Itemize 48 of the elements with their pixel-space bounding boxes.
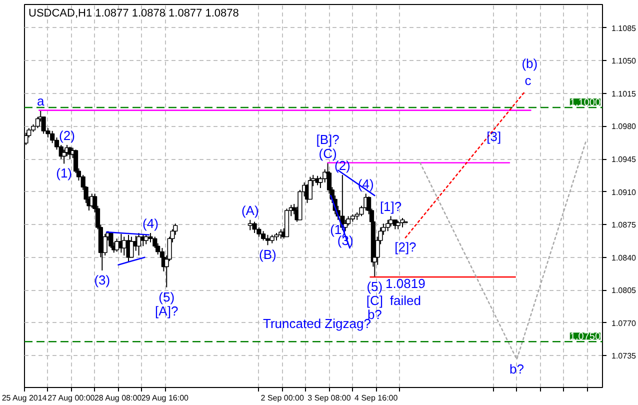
x-tick-label: 27 Aug 00:00 <box>48 394 96 402</box>
annotation: (C) <box>318 146 337 161</box>
annotation: (5) <box>366 279 383 294</box>
x-tick-label: 3 Sep 08:00 <box>308 394 352 402</box>
annotation: c <box>524 72 532 88</box>
annotation: (2) <box>59 128 75 143</box>
y-tick-label: 1.0770 <box>612 318 637 328</box>
y-tick-label: 1.0875 <box>612 220 637 230</box>
y-tick-label: 1.0910 <box>612 188 637 197</box>
y-tick-label: 1.1015 <box>612 89 637 98</box>
candlestick <box>252 221 257 234</box>
y-tick-label: 1.1085 <box>612 24 637 33</box>
y-tick-label: 1.0980 <box>612 122 637 132</box>
annotation: [1]? <box>380 199 402 214</box>
annotation: 1.0819 <box>386 276 426 291</box>
annotation: [C] <box>366 293 383 308</box>
y-tick-label: 1.0805 <box>612 286 637 296</box>
annotation: failed <box>390 293 421 308</box>
y-tick-label: 1.0840 <box>612 253 637 262</box>
candlestick <box>265 234 270 246</box>
annotation: [A]? <box>155 303 178 318</box>
annotation: [3] <box>486 128 502 144</box>
x-tick-label: 4 Sep 16:00 <box>354 394 398 402</box>
candlestick <box>129 236 134 258</box>
annotation: (A) <box>241 202 259 218</box>
annotation: (4) <box>142 216 158 231</box>
y-tick-label: 1.0945 <box>612 155 637 164</box>
annotation: (5) <box>158 289 175 304</box>
x-tick-label: 28 Aug 08:00 <box>94 394 142 402</box>
x-tick-label: 25 Aug 2014 <box>2 394 48 402</box>
annotation: (3) <box>94 272 110 288</box>
chart-title: USDCAD,H1 1.0877 1.0878 1.0877 1.0878 <box>28 8 239 20</box>
annotation: [2]? <box>394 240 416 255</box>
ref-line-label: 1.1000 <box>570 98 601 109</box>
annotation: [B]? <box>316 132 340 147</box>
candlestick <box>388 216 394 227</box>
candlestick <box>136 232 142 256</box>
annotation: (b) <box>522 56 538 71</box>
x-tick-label: 2 Sep 00:00 <box>260 394 304 402</box>
y-tick-label: 1.1050 <box>612 56 637 66</box>
annotation: (B) <box>259 247 276 262</box>
annotation: b? <box>510 361 524 376</box>
annotation: (1) <box>56 166 72 181</box>
annotation: (4) <box>358 176 374 192</box>
candlestick <box>308 176 313 200</box>
y-tick-label: 1.0735 <box>612 352 637 361</box>
annotation: a <box>37 93 45 108</box>
x-tick-label: 29 Aug 16:00 <box>141 394 190 402</box>
